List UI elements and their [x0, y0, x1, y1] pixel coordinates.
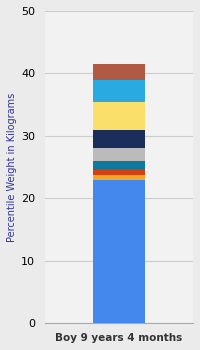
Bar	[93, 64, 145, 80]
Bar	[93, 170, 145, 175]
Bar	[93, 175, 145, 180]
Bar	[93, 130, 145, 148]
Bar	[93, 148, 145, 161]
Bar	[93, 102, 145, 130]
Bar	[93, 161, 145, 170]
Y-axis label: Percentile Weight in Kilograms: Percentile Weight in Kilograms	[7, 92, 17, 242]
Bar	[93, 180, 145, 323]
Bar	[93, 80, 145, 101]
